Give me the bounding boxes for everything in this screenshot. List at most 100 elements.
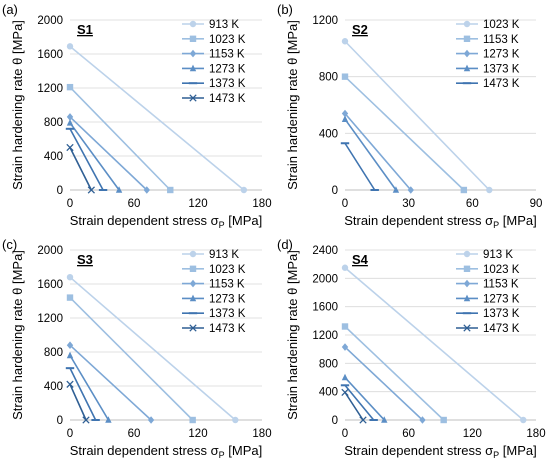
legend-label: 1153 K [483, 279, 519, 291]
legend-label: 1273 K [209, 293, 246, 305]
y-axis-label: Strain hardening rate θ [MPa] [10, 20, 25, 190]
legend-item: 1023 K [456, 264, 520, 276]
series-line [344, 76, 465, 191]
x-axis-label: Strain dependent stress σP [MPa] [344, 443, 537, 460]
legend-swatch-marker [189, 279, 197, 288]
data-point [341, 38, 349, 45]
y-tick-label: 400 [44, 381, 63, 393]
data-point [486, 186, 493, 194]
y-tick-label: 800 [319, 72, 338, 84]
y-tick-label: 1200 [312, 15, 338, 27]
data-point [407, 186, 414, 194]
x-tick-label: 0 [67, 428, 73, 440]
series-1153k [341, 343, 426, 424]
legend-item: 913 K [456, 249, 513, 261]
y-tick-label: 0 [57, 185, 63, 197]
panel-label: (d) [277, 237, 293, 252]
legend-swatch-marker [463, 279, 471, 288]
legend-swatch-marker [189, 294, 197, 302]
legend: 1023 K 1153 K 1273 K 1373 K 1473 K [456, 19, 520, 90]
series-1373k [65, 367, 100, 421]
legend-item: 1373 K [456, 308, 520, 320]
series-1153k [66, 113, 150, 194]
legend-swatch-marker [463, 324, 471, 332]
data-point [341, 109, 349, 118]
x-tick-label: 180 [252, 428, 271, 440]
series-1473k [66, 380, 90, 424]
y-tick-label: 1600 [37, 279, 63, 291]
y-tick-label: 1600 [37, 49, 63, 61]
x-axis-label: Strain dependent stress σP [MPa] [70, 213, 263, 230]
legend: 913 K 1023 K 1153 K 1273 K 1373 K 1473 K [182, 19, 246, 105]
x-tick-label: 180 [252, 198, 271, 210]
y-axis-label: Strain hardening rate θ [MPa] [10, 250, 25, 420]
series-line [69, 45, 245, 191]
data-point [419, 416, 426, 424]
data-point [240, 186, 248, 194]
legend: 913 K 1023 K 1153 K 1273 K 1373 K 1473 K [182, 249, 246, 335]
series-line [344, 118, 397, 191]
legend-label: 1473 K [483, 78, 520, 90]
legend-label: 1273 K [483, 293, 520, 305]
series-line [69, 344, 152, 421]
data-point [66, 143, 74, 152]
series-line [344, 346, 424, 421]
legend: 913 K 1023 K 1153 K 1273 K 1373 K 1473 K [456, 249, 520, 335]
data-point [82, 416, 90, 424]
series-1273k [341, 109, 414, 194]
series-1023k [66, 294, 196, 424]
y-tick-label: 800 [44, 347, 63, 359]
chart-panel-s3: (c) S3 0 400 800 1200 1600 2000 0 60 120 180 Strain … [2, 237, 272, 460]
legend-swatch-marker [189, 324, 197, 332]
legend-swatch-marker [463, 49, 471, 58]
series-1373k [340, 384, 378, 421]
series-1023k [341, 323, 447, 424]
y-tick-label: 400 [319, 128, 338, 140]
y-tick-label: 1200 [37, 83, 63, 95]
x-tick-label: 120 [188, 428, 207, 440]
legend-label: 1473 K [209, 93, 246, 105]
y-tick-label: 800 [319, 358, 338, 370]
legend-swatch-marker [463, 20, 471, 28]
legend-swatch-marker [189, 64, 197, 72]
legend-label: 913 K [483, 249, 513, 261]
x-tick-label: 60 [466, 198, 479, 210]
legend-item: 1473 K [456, 323, 520, 335]
chart-panel-s2: (b) S2 0 400 800 1200 0 30 60 90 Strain hardening … [277, 2, 542, 230]
x-tick-label: 60 [128, 198, 141, 210]
x-axis-label: Strain dependent stress σP [MPa] [344, 213, 537, 230]
legend-item: 1023 K [182, 264, 246, 276]
data-point [87, 186, 95, 194]
legend-item: 1273 K [182, 293, 246, 305]
legend-label: 1473 K [209, 323, 246, 335]
legend-item: 1273 K [182, 63, 246, 75]
series-1373k [341, 115, 400, 193]
legend-label: 913 K [209, 19, 239, 31]
legend-label: 1023 K [483, 264, 520, 276]
series-line [69, 276, 236, 421]
series-1473k [66, 143, 95, 194]
legend-item: 913 K [182, 19, 239, 31]
legend-label: 1273 K [209, 63, 246, 75]
data-point [115, 186, 123, 193]
data-point [66, 380, 74, 388]
y-tick-label: 800 [44, 117, 63, 129]
chart-panel-s1: (a) S1 0 400 800 1200 1600 2000 0 60 120 180 Strain … [2, 2, 272, 230]
data-point [147, 416, 155, 424]
legend-label: 1373 K [209, 308, 246, 320]
legend-label: 1273 K [483, 49, 520, 61]
series-1473k [340, 142, 379, 191]
legend-swatch-marker [189, 49, 197, 58]
data-point [105, 416, 112, 423]
legend-label: 1153 K [483, 34, 519, 46]
series-line [344, 112, 412, 191]
legend-item: 1153 K [456, 34, 519, 46]
x-tick-label: 120 [188, 198, 207, 210]
legend-item: 1023 K [182, 34, 246, 46]
x-tick-label: 180 [526, 428, 545, 440]
data-point [66, 43, 74, 50]
series-913k [66, 274, 239, 424]
series-1473k [341, 388, 367, 424]
legend-item: 1273 K [456, 49, 520, 61]
